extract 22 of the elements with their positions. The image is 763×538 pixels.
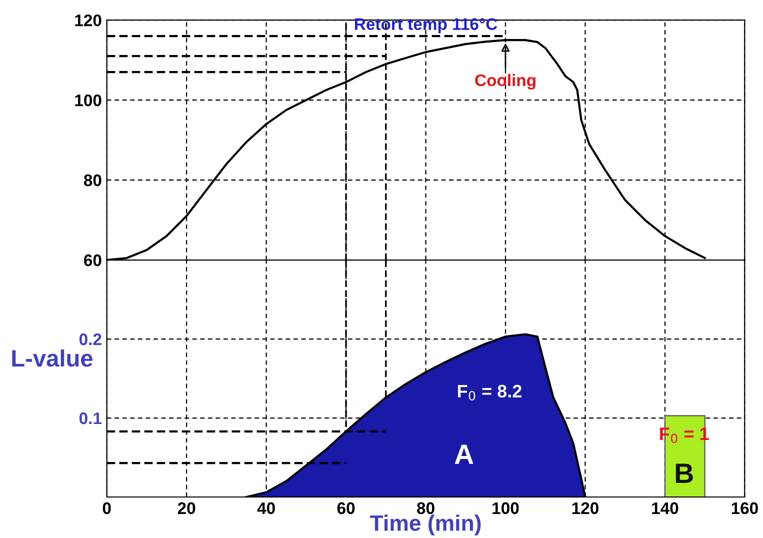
y-tick-label: 80 [84,174,102,186]
y-tick-label: 0.2 [79,333,102,346]
y-axis-title: L-value [12,349,92,367]
x-axis-title: Time (min) [370,514,481,536]
annotation: Retort temp 116°C [355,18,498,34]
y-tick-label: 0.1 [79,412,102,424]
x-tick-label: 140 [652,502,678,514]
x-tick-label: 120 [572,502,598,514]
x-tick-label: 60 [337,502,355,514]
x-tick-label: 20 [178,502,196,514]
annotation: A [454,444,474,464]
annotation: B [676,464,693,483]
y-tick-label: 100 [75,94,102,106]
x-tick-label: 80 [417,502,434,514]
x-tick-label: 100 [492,502,519,514]
y-tick-label: 120 [75,14,102,26]
annotation: Cooling [475,74,536,90]
x-tick-label: 40 [257,502,275,514]
y-tick-label: 60 [84,254,102,266]
x-tick-label: 160 [732,502,758,514]
annotation: F$_{0}$ = 8.2 [458,384,522,401]
x-tick-label: 0 [102,502,111,514]
